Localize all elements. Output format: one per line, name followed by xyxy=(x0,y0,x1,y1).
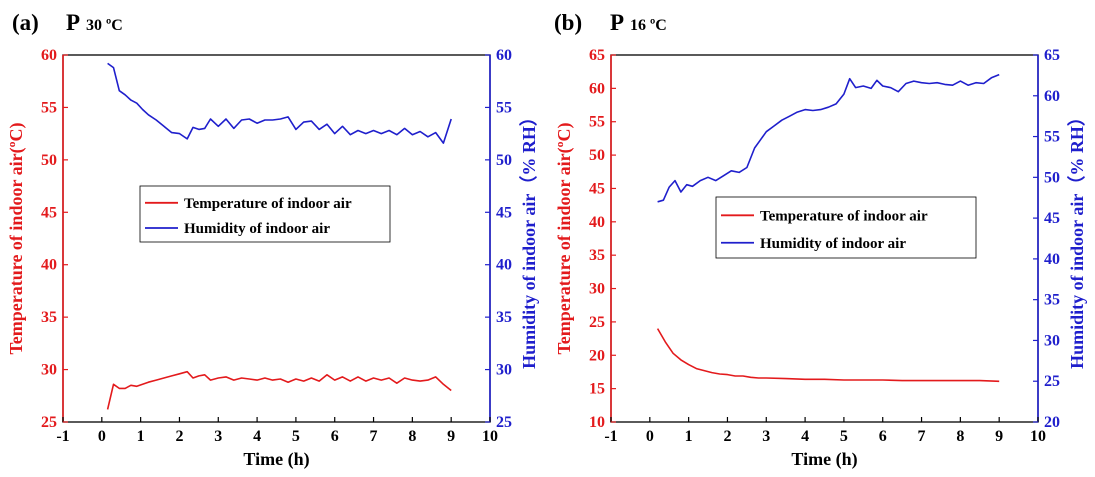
x-tick-label: 5 xyxy=(840,428,848,445)
x-tick-label: 0 xyxy=(98,428,106,445)
x-tick-label: 9 xyxy=(995,428,1003,445)
x-axis-title: Time (h) xyxy=(243,449,309,470)
y-right-tick-label: 50 xyxy=(496,152,512,169)
panel-a-label: (a) xyxy=(12,10,39,35)
panel-b-title: P xyxy=(610,10,624,35)
y-right-tick-label: 30 xyxy=(1044,332,1060,349)
humidity-series-line xyxy=(107,62,452,144)
x-tick-label: 10 xyxy=(482,428,498,445)
y-right-tick-label: 45 xyxy=(1044,210,1060,227)
x-tick-label: 4 xyxy=(253,428,261,445)
y-left-tick-label: 55 xyxy=(589,114,605,131)
y-right-tick-label: 40 xyxy=(1044,251,1060,268)
panel-a-subtitle: 30 ºC xyxy=(86,17,123,34)
x-tick-label: 4 xyxy=(801,428,809,445)
y-left-tick-label: 35 xyxy=(589,247,605,264)
x-tick-label: 10 xyxy=(1030,428,1046,445)
y-right-tick-label: 40 xyxy=(496,257,512,274)
y-right-tick-label: 25 xyxy=(1044,373,1060,390)
y-right-tick-label: 50 xyxy=(1044,169,1060,186)
x-tick-label: 6 xyxy=(331,428,339,445)
legend-humidity-label: Humidity of indoor air xyxy=(760,236,906,252)
panel-b-label: (b) xyxy=(554,10,582,35)
y-right-tick-label: 60 xyxy=(1044,88,1060,105)
panel-a-chart: -1 0 1 2 3 4 5 6 7 8 9 1025303540455055602530354045… xyxy=(6,47,539,470)
humidity-series-line xyxy=(657,73,1000,203)
temperature-series-line xyxy=(656,328,1000,383)
x-tick-label: 7 xyxy=(370,428,378,445)
panel-b-subtitle: 16 ºC xyxy=(630,17,667,34)
x-tick-label: 2 xyxy=(175,428,183,445)
y-left-tick-label: 60 xyxy=(41,47,57,64)
y-left-tick-label: 10 xyxy=(589,414,605,431)
y-right-tick-label: 45 xyxy=(496,204,512,221)
legend: Temperature of indoor air Humidity of ind… xyxy=(139,185,391,243)
legend-temperature-label: Temperature of indoor air xyxy=(184,196,352,212)
y-right-tick-label: 25 xyxy=(496,414,512,431)
legend-humidity-label: Humidity of indoor air xyxy=(184,221,330,237)
y-left-tick-label: 50 xyxy=(41,152,57,169)
y-left-tick-label: 40 xyxy=(589,214,605,231)
x-tick-label: 3 xyxy=(762,428,770,445)
legend-box xyxy=(139,185,391,243)
y-right-tick-label: 55 xyxy=(496,99,512,116)
x-tick-label: 8 xyxy=(956,428,964,445)
y-left-tick-label: 60 xyxy=(589,80,605,97)
legend: Temperature of indoor air Humidity of ind… xyxy=(715,196,977,259)
y-right-tick-label: 35 xyxy=(1044,292,1060,309)
y-right-tick-label: 65 xyxy=(1044,47,1060,64)
legend-box xyxy=(715,196,977,259)
x-axis-title: Time (h) xyxy=(791,449,857,470)
y-right-tick-label: 30 xyxy=(496,362,512,379)
y-right-tick-label: 35 xyxy=(496,309,512,326)
y-right-axis-title: Humidity of indoor air（% RH） xyxy=(1067,108,1087,369)
y-left-tick-label: 15 xyxy=(589,381,605,398)
y-left-tick-label: 25 xyxy=(41,414,57,431)
legend-temperature-label: Temperature of indoor air xyxy=(760,208,928,224)
y-left-tick-label: 35 xyxy=(41,309,57,326)
y-left-tick-label: 30 xyxy=(589,281,605,298)
y-left-tick-label: 45 xyxy=(41,204,57,221)
panel-a-title: P xyxy=(66,10,80,35)
x-tick-label: -1 xyxy=(604,428,617,445)
x-tick-label: 3 xyxy=(214,428,222,445)
y-left-tick-label: 45 xyxy=(589,180,605,197)
y-right-tick-label: 60 xyxy=(496,47,512,64)
y-left-axis-title: Temperature of indoor air(ºC) xyxy=(554,122,575,354)
y-left-tick-label: 40 xyxy=(41,257,57,274)
x-tick-label: 1 xyxy=(137,428,145,445)
x-tick-label: 5 xyxy=(292,428,300,445)
x-tick-label: 8 xyxy=(408,428,416,445)
y-right-axis-title: Humidity of indoor air（% RH） xyxy=(519,108,539,369)
x-tick-label: -1 xyxy=(56,428,69,445)
x-tick-label: 7 xyxy=(918,428,926,445)
temperature-series-line xyxy=(106,370,452,410)
y-left-tick-label: 65 xyxy=(589,47,605,64)
x-tick-label: 6 xyxy=(879,428,887,445)
x-tick-label: 9 xyxy=(447,428,455,445)
y-left-tick-label: 30 xyxy=(41,362,57,379)
y-left-tick-label: 50 xyxy=(589,147,605,164)
x-tick-label: 1 xyxy=(685,428,693,445)
x-tick-label: 2 xyxy=(723,428,731,445)
y-right-tick-label: 20 xyxy=(1044,414,1060,431)
y-left-axis-title: Temperature of indoor air(ºC) xyxy=(6,122,27,354)
panel-b-chart: -1 0 1 2 3 4 5 6 7 8 9 1010152025303540455055606520… xyxy=(554,47,1087,470)
y-left-tick-label: 25 xyxy=(589,314,605,331)
y-left-tick-label: 55 xyxy=(41,99,57,116)
y-right-tick-label: 55 xyxy=(1044,129,1060,146)
y-left-tick-label: 20 xyxy=(589,347,605,364)
x-tick-label: 0 xyxy=(646,428,654,445)
